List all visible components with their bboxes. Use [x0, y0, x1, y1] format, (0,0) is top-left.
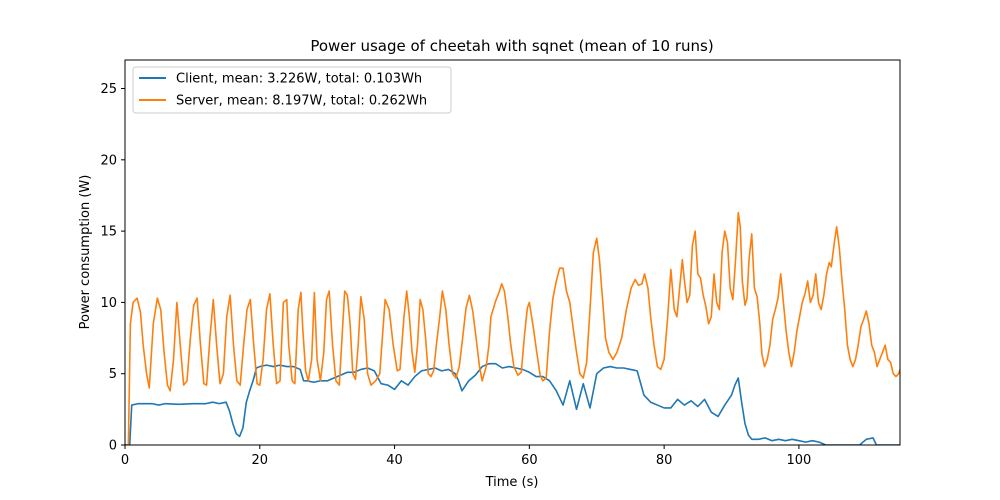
- x-axis-label: Time (s): [485, 475, 539, 490]
- plot-frame: [124, 59, 901, 446]
- x-tick-label: 60: [521, 453, 538, 468]
- y-tick-label: 25: [100, 82, 117, 97]
- series-layer: [125, 211, 900, 445]
- series-line-server: [125, 211, 900, 445]
- x-tick-label: 100: [786, 453, 811, 468]
- x-tick-label: 0: [121, 453, 129, 468]
- legend-label-client: Client, mean: 3.226W, total: 0.103Wh: [176, 72, 422, 87]
- y-tick-label: 20: [100, 153, 117, 168]
- x-tick-label: 80: [656, 453, 673, 468]
- x-tick-label: 20: [252, 453, 269, 468]
- y-tick-label: 0: [109, 439, 117, 454]
- y-tick-label: 15: [100, 225, 117, 240]
- chart-title: Power usage of cheetah with sqnet (mean …: [310, 37, 713, 55]
- series-line-client: [125, 362, 900, 445]
- y-tick-label: 5: [109, 367, 117, 382]
- y-tick-label: 10: [100, 296, 117, 311]
- legend-label-server: Server, mean: 8.197W, total: 0.262Wh: [176, 94, 427, 109]
- legend-box: [132, 66, 452, 114]
- y-axis-label: Power consumption (W): [78, 175, 93, 330]
- ticks-layer: 0 20 40 60 80 100 0 5 10 15 20 25: [100, 82, 811, 468]
- legend: Client, mean: 3.226W, total: 0.103Wh Ser…: [132, 66, 452, 114]
- x-tick-label: 40: [386, 453, 403, 468]
